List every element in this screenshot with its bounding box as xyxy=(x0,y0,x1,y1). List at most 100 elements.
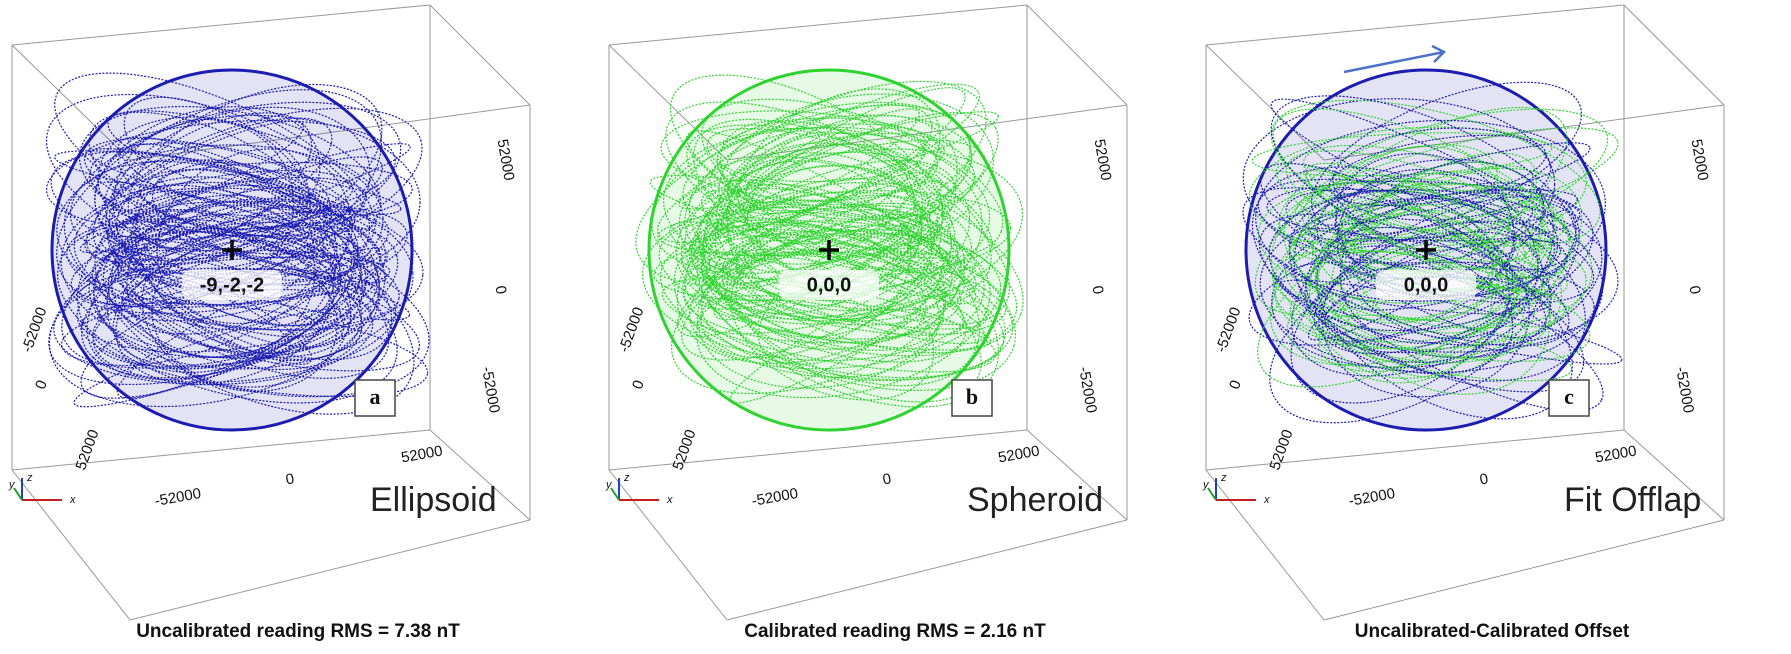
trace xyxy=(1285,150,1541,263)
trace xyxy=(1248,220,1556,346)
trace xyxy=(1284,182,1546,321)
center-label-bg xyxy=(1376,270,1476,300)
trace xyxy=(79,143,411,254)
trace xyxy=(702,160,911,338)
trace xyxy=(93,213,335,358)
box-edge xyxy=(1205,429,1625,471)
trace xyxy=(708,295,992,351)
box-edge xyxy=(1026,429,1128,521)
trace xyxy=(45,119,396,231)
triad-label: z xyxy=(26,472,33,484)
trace xyxy=(1353,171,1552,334)
center-label-bg xyxy=(779,270,879,300)
box-edge xyxy=(429,4,531,106)
trace xyxy=(114,268,321,338)
trace xyxy=(706,127,930,220)
trace xyxy=(130,190,362,361)
box-edge xyxy=(11,4,431,46)
trace xyxy=(696,139,987,257)
trace xyxy=(60,288,372,369)
trace xyxy=(54,72,376,257)
trace xyxy=(73,187,424,331)
sphere xyxy=(635,68,1024,432)
trace xyxy=(696,229,947,389)
left-axis-label: -52000 xyxy=(616,305,648,355)
trace xyxy=(1271,249,1591,363)
trace xyxy=(89,142,331,237)
left-axis-label: 52000 xyxy=(669,427,699,472)
box-edge xyxy=(1205,4,1625,46)
trace xyxy=(1340,209,1551,395)
trace xyxy=(1306,213,1493,384)
trace xyxy=(138,168,332,237)
caption: Uncalibrated reading RMS = 7.38 nT xyxy=(136,621,460,642)
center-label: 0,0,0 xyxy=(807,274,851,296)
trace xyxy=(726,103,933,215)
trace xyxy=(76,249,378,353)
trace xyxy=(73,307,349,408)
trace xyxy=(88,111,327,259)
box-edge xyxy=(1323,519,1725,621)
left-axis-label: 52000 xyxy=(72,427,102,472)
panel: -9,-2,-2 a -52000 0 52000 -52000 0 52000 52000 0 -… xyxy=(8,4,531,642)
trace xyxy=(1316,158,1545,280)
trace xyxy=(1257,180,1535,305)
trace xyxy=(94,209,415,415)
trace xyxy=(1272,108,1575,278)
trace xyxy=(746,108,921,209)
trace xyxy=(684,111,999,310)
trace xyxy=(1251,166,1552,359)
trace xyxy=(1312,145,1510,324)
trace xyxy=(676,177,952,365)
trace xyxy=(1302,144,1566,244)
trace xyxy=(686,202,931,285)
trace xyxy=(134,195,301,279)
trace xyxy=(649,174,960,255)
trace xyxy=(1269,231,1544,424)
trace xyxy=(700,194,935,359)
trace xyxy=(1340,237,1551,300)
trace xyxy=(1290,232,1514,404)
trace xyxy=(659,228,1006,381)
trace xyxy=(1283,177,1593,329)
trace xyxy=(92,268,397,384)
trace xyxy=(757,233,944,365)
triad-label: x xyxy=(666,494,673,506)
trace xyxy=(642,200,985,362)
trace xyxy=(675,151,971,320)
trace xyxy=(121,209,390,322)
trace xyxy=(1309,189,1578,242)
box-edge xyxy=(1205,469,1325,621)
box-edge xyxy=(1623,4,1725,106)
trace xyxy=(658,217,946,340)
trace xyxy=(1318,196,1577,355)
right-axis-label: 52000 xyxy=(1688,138,1712,182)
letter-box xyxy=(951,379,993,417)
left-axis-label: 0 xyxy=(629,378,648,392)
right-axis-label: 0 xyxy=(1685,284,1703,295)
trace xyxy=(1257,186,1556,388)
trace xyxy=(1316,208,1498,363)
trace xyxy=(61,186,353,367)
right-axis-label: 0 xyxy=(1088,284,1106,295)
box-edge xyxy=(129,519,531,621)
trace xyxy=(1269,167,1583,366)
trace xyxy=(1315,250,1527,359)
bottom-axis-label: 0 xyxy=(284,470,295,488)
trace xyxy=(721,233,982,403)
trace xyxy=(1314,261,1595,353)
triad-label: y xyxy=(8,479,16,491)
trace xyxy=(729,260,976,404)
bottom-axis-label: 0 xyxy=(1478,470,1489,488)
trace xyxy=(69,101,402,262)
bottom-axis-label: 52000 xyxy=(1594,442,1638,466)
trace xyxy=(53,267,374,386)
trace xyxy=(66,218,400,331)
trace xyxy=(1266,180,1581,242)
center-label: -9,-2,-2 xyxy=(200,274,264,296)
box-edge xyxy=(608,4,1028,46)
trace xyxy=(1259,162,1547,339)
trace xyxy=(670,224,962,395)
left-axis-label: 0 xyxy=(1226,378,1245,392)
